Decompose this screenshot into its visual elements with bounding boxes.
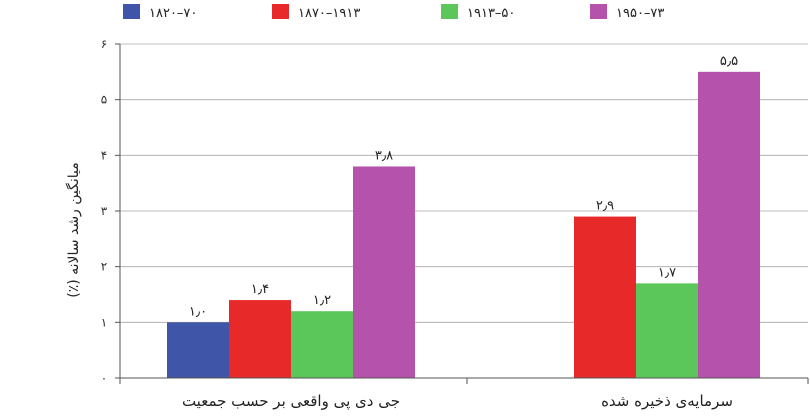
x-category-label: جی دی پی واقعی بر حسب جمعیت: [182, 392, 400, 411]
y-tick-label: ۲: [101, 260, 107, 274]
data-label: ۵٫۵: [720, 54, 738, 69]
legend-swatch: [441, 4, 458, 19]
bar: [291, 311, 353, 378]
y-axis-title: میانگین رشد سالانه (٪): [65, 162, 82, 298]
data-label: ۳٫۸: [375, 148, 393, 163]
legend-label: ۱۹۵۰–۷۳: [616, 6, 664, 21]
legend-label: ۱۹۱۳–۵۰: [467, 6, 515, 21]
legend-swatch: [123, 4, 140, 19]
y-tick-label: ۱: [101, 315, 107, 329]
bar: [698, 71, 760, 378]
bar: [167, 322, 229, 378]
legend-label: ۱۸۷۰–۱۹۱۳: [298, 6, 360, 21]
data-label: ۱٫۷: [658, 265, 676, 280]
data-label: ۱٫۴: [251, 282, 269, 297]
legend-label: ۱۸۲۰–۷۰: [149, 6, 197, 21]
x-category-label: سرمایه‌ی ذخیره شده: [601, 392, 733, 410]
bars: ۱٫۰ ۱٫۴ ۱٫۲ ۳٫۸ ۲٫۹ ۱٫۷ ۵٫۵: [167, 54, 760, 378]
legend-swatch: [272, 4, 289, 19]
legend: ۱۸۲۰–۷۰ ۱۸۷۰–۱۹۱۳ ۱۹۱۳–۵۰ ۱۹۵۰–۷۳: [123, 4, 664, 21]
bar: [353, 166, 415, 378]
bar: [636, 283, 698, 378]
y-tick-label: ۰: [101, 371, 107, 385]
data-label: ۲٫۹: [596, 199, 614, 214]
y-tick-label: ۴: [101, 148, 107, 162]
x-axis: جی دی پی واقعی بر حسب جمعیت سرمایه‌ی ذخیر…: [119, 377, 809, 411]
y-axis: ۰ ۱ ۲ ۳ ۴ ۵ ۶: [101, 37, 121, 385]
bar: [229, 300, 291, 378]
y-tick-label: ۳: [101, 204, 108, 218]
y-tick-label: ۵: [101, 93, 107, 107]
legend-swatch: [590, 4, 607, 19]
data-label: ۱٫۰: [189, 304, 207, 319]
y-tick-label: ۶: [101, 37, 107, 51]
data-label: ۱٫۲: [313, 293, 331, 308]
bar: [574, 216, 636, 378]
